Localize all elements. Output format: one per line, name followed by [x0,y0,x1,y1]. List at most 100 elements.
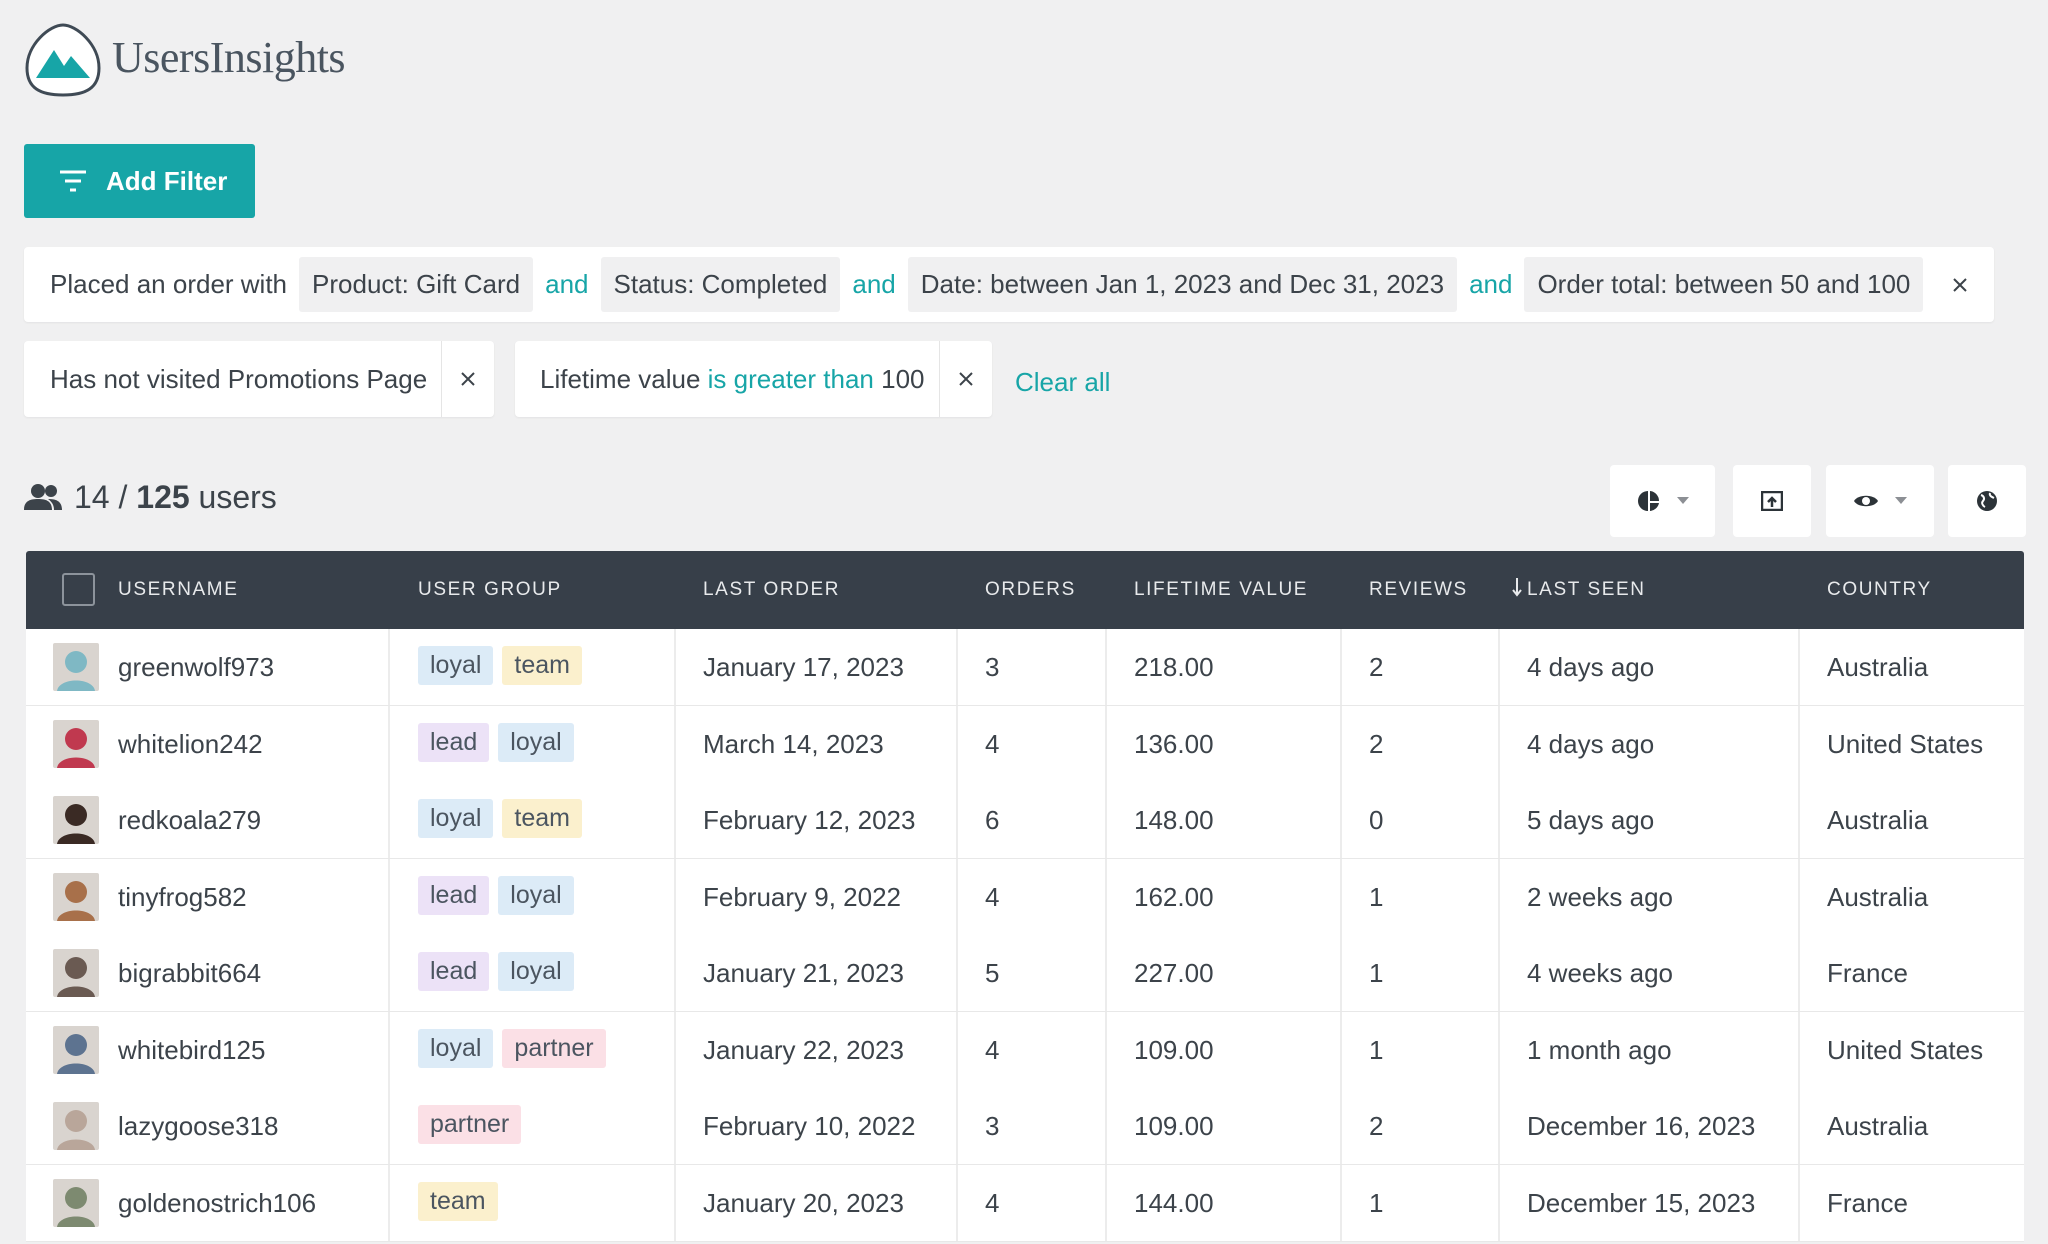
cell-divider [1798,1164,1800,1241]
last-order: March 14, 2023 [703,728,884,759]
avatar [53,643,99,691]
visit-filter-label: Has not visited Promotions Page [50,363,428,394]
reviews: 1 [1369,881,1384,912]
lifetime-value: 218.00 [1134,652,1214,682]
joiner: and [852,269,896,299]
group-tag: loyal [498,875,574,915]
export-button[interactable] [1733,465,1811,537]
filter-icon [60,170,86,192]
remove-filter[interactable] [938,341,992,417]
cell-divider [674,1011,676,1088]
add-filter-label: Add Filter [106,165,228,196]
remove-filter[interactable] [1952,269,1968,300]
filter-value: 100 [881,363,925,394]
total: 125 [136,479,190,515]
username: tinyfrog582 [118,881,247,912]
group-tag: lead [418,952,490,991]
group-tag: loyal [498,722,574,762]
country: Australia [1827,805,1929,835]
cell-divider [674,1088,676,1164]
avatar [53,949,99,997]
username: goldenostrich106 [118,1187,317,1218]
group-tag: partner [418,1105,522,1144]
map-button[interactable] [1948,465,2026,537]
lifetime-value: 109.00 [1134,1111,1214,1141]
cell-divider [1798,1088,1800,1164]
avatar [53,719,99,768]
cell-divider [1498,1088,1500,1164]
last-seen: December 16, 2023 [1527,1111,1756,1141]
table-row: bigrabbit664 lead loyal January 21, 2023 5 22… [26,935,2024,1012]
table-row: redkoala279 loyal team February 12, 2023 6 14… [26,782,2024,859]
cell-divider [956,935,958,1011]
filter-field: Lifetime value [540,363,701,394]
cell-divider [388,1088,390,1164]
user-count: 14 / 125 users [74,479,277,516]
logo-icon [25,23,101,97]
cell-divider [1340,1088,1342,1164]
orders: 6 [985,805,1000,835]
orders: 4 [985,1187,1000,1218]
lifetime-value: 144.00 [1134,1187,1214,1218]
cell-divider [1340,1011,1342,1088]
last-seen: December 15, 2023 [1527,1187,1756,1218]
reviews: 0 [1369,805,1384,835]
reviews: 1 [1369,1034,1384,1065]
cell-divider [1498,858,1500,935]
chart-button[interactable] [1610,465,1715,537]
column-header: LIFETIME VALUE [1134,579,1309,600]
orders: 3 [985,1111,1000,1141]
last-order: February 12, 2023 [703,805,916,835]
group-tag: loyal [418,1028,494,1068]
column-header: USERNAME [118,579,239,600]
group-tag: loyal [418,646,494,685]
reviews: 2 [1369,652,1384,682]
orders: 4 [985,728,1000,759]
reviews: 2 [1369,1111,1384,1141]
cell-divider [1105,1011,1107,1088]
filter-condition: Product: Gift Card [299,257,534,312]
last-order: January 17, 2023 [703,652,904,682]
group-tag: loyal [418,799,494,838]
cell-divider [388,629,390,705]
group-tag: lead [418,722,490,762]
remove-filter[interactable] [441,341,494,417]
cell-divider [1798,629,1800,705]
cell-divider [674,858,676,935]
select-all-checkbox[interactable] [62,573,95,606]
username: whitelion242 [118,728,263,759]
cell-divider [674,705,676,782]
table-row: tinyfrog582 lead loyal February 9, 2022 4 162… [26,858,2024,936]
clear-all[interactable]: Clear all [1015,367,1111,397]
cell-divider [1798,782,1800,858]
cell-divider [1105,782,1107,858]
filter-condition: Date: between Jan 1, 2023 and Dec 31, 20… [907,257,1458,312]
cell-divider [388,705,390,782]
group-tag: team [502,799,583,838]
cell-divider [1340,858,1342,935]
last-seen: 4 weeks ago [1527,958,1673,988]
last-order: January 21, 2023 [703,958,904,988]
country: United States [1827,1034,1984,1065]
count: 14 [74,479,110,515]
username: whitebird125 [118,1034,266,1065]
cell-divider [1498,629,1500,705]
cell-divider [956,629,958,705]
country: United States [1827,728,1984,759]
cell-divider [388,782,390,858]
cell-divider [1105,1088,1107,1164]
add-filter-button[interactable]: Add Filter [24,144,255,218]
cell-divider [1340,629,1342,705]
columns-button[interactable] [1826,465,1934,537]
cell-divider [956,858,958,935]
logo-text: UsersInsights [112,33,346,82]
table-row: whitelion242 lead loyal March 14, 2023 4 136.… [26,705,2024,783]
cell-divider [956,782,958,858]
table-header: USERNAME USER GROUP LAST ORDER ORDERS LIFETI… [26,551,2024,629]
cell-divider [388,858,390,935]
cell-divider [674,782,676,858]
last-order: January 20, 2023 [703,1187,904,1218]
cell-divider [956,1088,958,1164]
cell-divider [956,705,958,782]
country: France [1827,958,1908,988]
